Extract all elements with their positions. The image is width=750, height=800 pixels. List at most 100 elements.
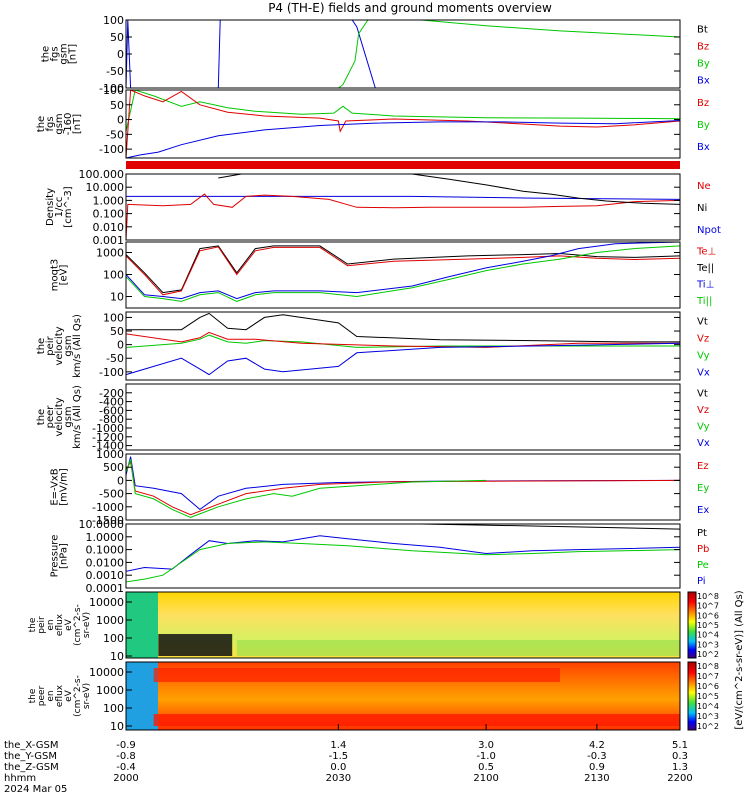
x-tick-label: 1.4	[330, 740, 346, 751]
series-line-density-0	[126, 195, 680, 200]
y-axis-label: eV	[64, 689, 74, 702]
series-line-pressure-0	[421, 524, 680, 530]
y-tick-label: 0.0010	[86, 569, 125, 582]
legend-entry: By	[697, 120, 710, 131]
y-tick-label: 1.0000	[86, 531, 125, 544]
colorbar-tick-label: 10^5	[697, 621, 719, 630]
y-axis-label: en	[46, 619, 56, 630]
y-axis-label: the	[36, 338, 47, 354]
series-line-temp-1	[126, 246, 680, 296]
colorbar-tick-label: 10^8	[697, 592, 719, 601]
x-tick-label: 2030	[326, 773, 351, 784]
series-line-velocity-1	[126, 334, 680, 348]
series-line-fgs-1	[338, 20, 680, 88]
y-tick-label: 0.100	[93, 208, 125, 221]
legend-entry: Te||	[696, 263, 714, 274]
y-axis-label: fgs	[45, 116, 56, 131]
legend-entry: Vt	[697, 317, 708, 328]
legend-entry: Vy	[697, 421, 710, 432]
spectrogram-early	[126, 662, 158, 730]
legend-entry: Ey	[697, 483, 709, 494]
colorbar-segment	[687, 661, 697, 731]
y-axis-label: [cm^-3]	[63, 186, 74, 227]
y-axis-label: sr-eV)	[82, 612, 92, 638]
panel-temp: 1000 100 10 moqt3[eV] Te⊥ Te|| Ti⊥ Ti||	[50, 241, 716, 309]
x-tick-label: 5.1	[672, 740, 688, 751]
y-tick-label: 0.1000	[86, 544, 125, 557]
y-tick-label: 100	[103, 84, 124, 97]
legend-entry: Bx	[697, 76, 710, 87]
series-line-pressure-2	[126, 541, 680, 583]
y-tick-label: 1000	[96, 684, 124, 697]
y-axis-label: en	[46, 690, 56, 701]
series-line-fgs2-0	[126, 90, 680, 132]
y-axis-label: sr-eV)	[82, 683, 92, 709]
y-tick-label: 10.0000	[79, 518, 125, 531]
y-axis-label: [nPa]	[59, 543, 70, 569]
panel-frame	[125, 591, 681, 659]
y-tick-label: 0	[117, 339, 124, 352]
y-tick-label: 100	[103, 702, 124, 715]
y-axis-label: (cm^2-s-	[73, 604, 83, 646]
y-axis-label: gsm	[63, 406, 74, 427]
colorbar-tick-label: 10^4	[697, 702, 719, 711]
colorbar-tick-label: 10^3	[697, 640, 719, 649]
panel-frame	[125, 173, 681, 241]
legend-entry: Pe	[697, 560, 709, 571]
y-tick-label: 10.000	[86, 181, 125, 194]
series-line-velocity-0	[126, 312, 680, 343]
x-tick-label: 2000	[113, 773, 138, 784]
y-tick-label: 100	[103, 14, 124, 27]
colorbar-tick-label: 10^5	[697, 692, 719, 701]
legend-entry: Bx	[697, 142, 710, 153]
y-axis-label: (cm^2-s-	[73, 675, 83, 717]
panel-peer_velocity: -200-400-600-800-1000-1200-1400 thepeerve…	[36, 383, 710, 453]
y-tick-label: -400	[99, 396, 124, 409]
y-tick-label: 10000	[89, 666, 124, 679]
y-tick-label: 0	[117, 48, 124, 61]
y-axis-label: Density	[45, 188, 56, 226]
x-row-label: the_Z-GSM	[4, 762, 59, 773]
legend-entry: Te⊥	[696, 246, 716, 257]
spectrogram-band	[153, 668, 560, 682]
x-tick-label: 2100	[473, 773, 498, 784]
spectrogram-dense	[158, 634, 233, 656]
y-tick-label: 100	[103, 268, 124, 281]
series-line-density-2	[218, 174, 680, 205]
y-axis-label: peir	[45, 335, 56, 355]
series-line-temp-3	[126, 245, 680, 302]
legend-entry: Npot	[697, 225, 721, 236]
y-tick-label: -200	[99, 387, 124, 400]
y-axis-label: peir	[37, 616, 47, 634]
series-line-efield-1	[126, 460, 680, 516]
y-axis-label: eV	[64, 618, 74, 631]
y-tick-label: 100	[103, 311, 124, 324]
x-tick-label: -1.0	[476, 751, 496, 762]
spectrogram-early	[126, 592, 158, 658]
y-tick-label: 50	[110, 31, 124, 44]
y-tick-label: 1.000	[93, 194, 125, 207]
series-line-fgs2-1	[126, 90, 680, 158]
y-tick-label: 1000	[96, 448, 124, 461]
y-axis-label: gsm	[54, 113, 65, 134]
y-tick-label: -1000	[92, 501, 124, 514]
x-row-label: the_X-GSM	[4, 740, 58, 751]
y-tick-label: 0	[117, 114, 124, 127]
y-axis-label: E=-VxB	[50, 468, 61, 505]
x-tick-label: -0.4	[116, 762, 136, 773]
series-line-temp-0	[126, 245, 680, 294]
y-tick-label: -800	[99, 413, 124, 426]
y-axis-label: peer	[45, 405, 56, 429]
y-tick-label: 100	[103, 632, 124, 645]
x-row-label: hhmm	[4, 773, 36, 784]
x-tick-label: 0.3	[672, 751, 688, 762]
y-tick-label: 0	[117, 474, 124, 487]
x-tick-label: 2200	[667, 773, 692, 784]
legend-entry: Pb	[697, 544, 709, 555]
y-axis-label: -160	[63, 113, 74, 136]
legend-entry: Ti⊥	[696, 279, 714, 290]
colorbar-tick-label: 10^7	[697, 602, 719, 611]
y-axis-label: moqt3	[50, 259, 61, 292]
